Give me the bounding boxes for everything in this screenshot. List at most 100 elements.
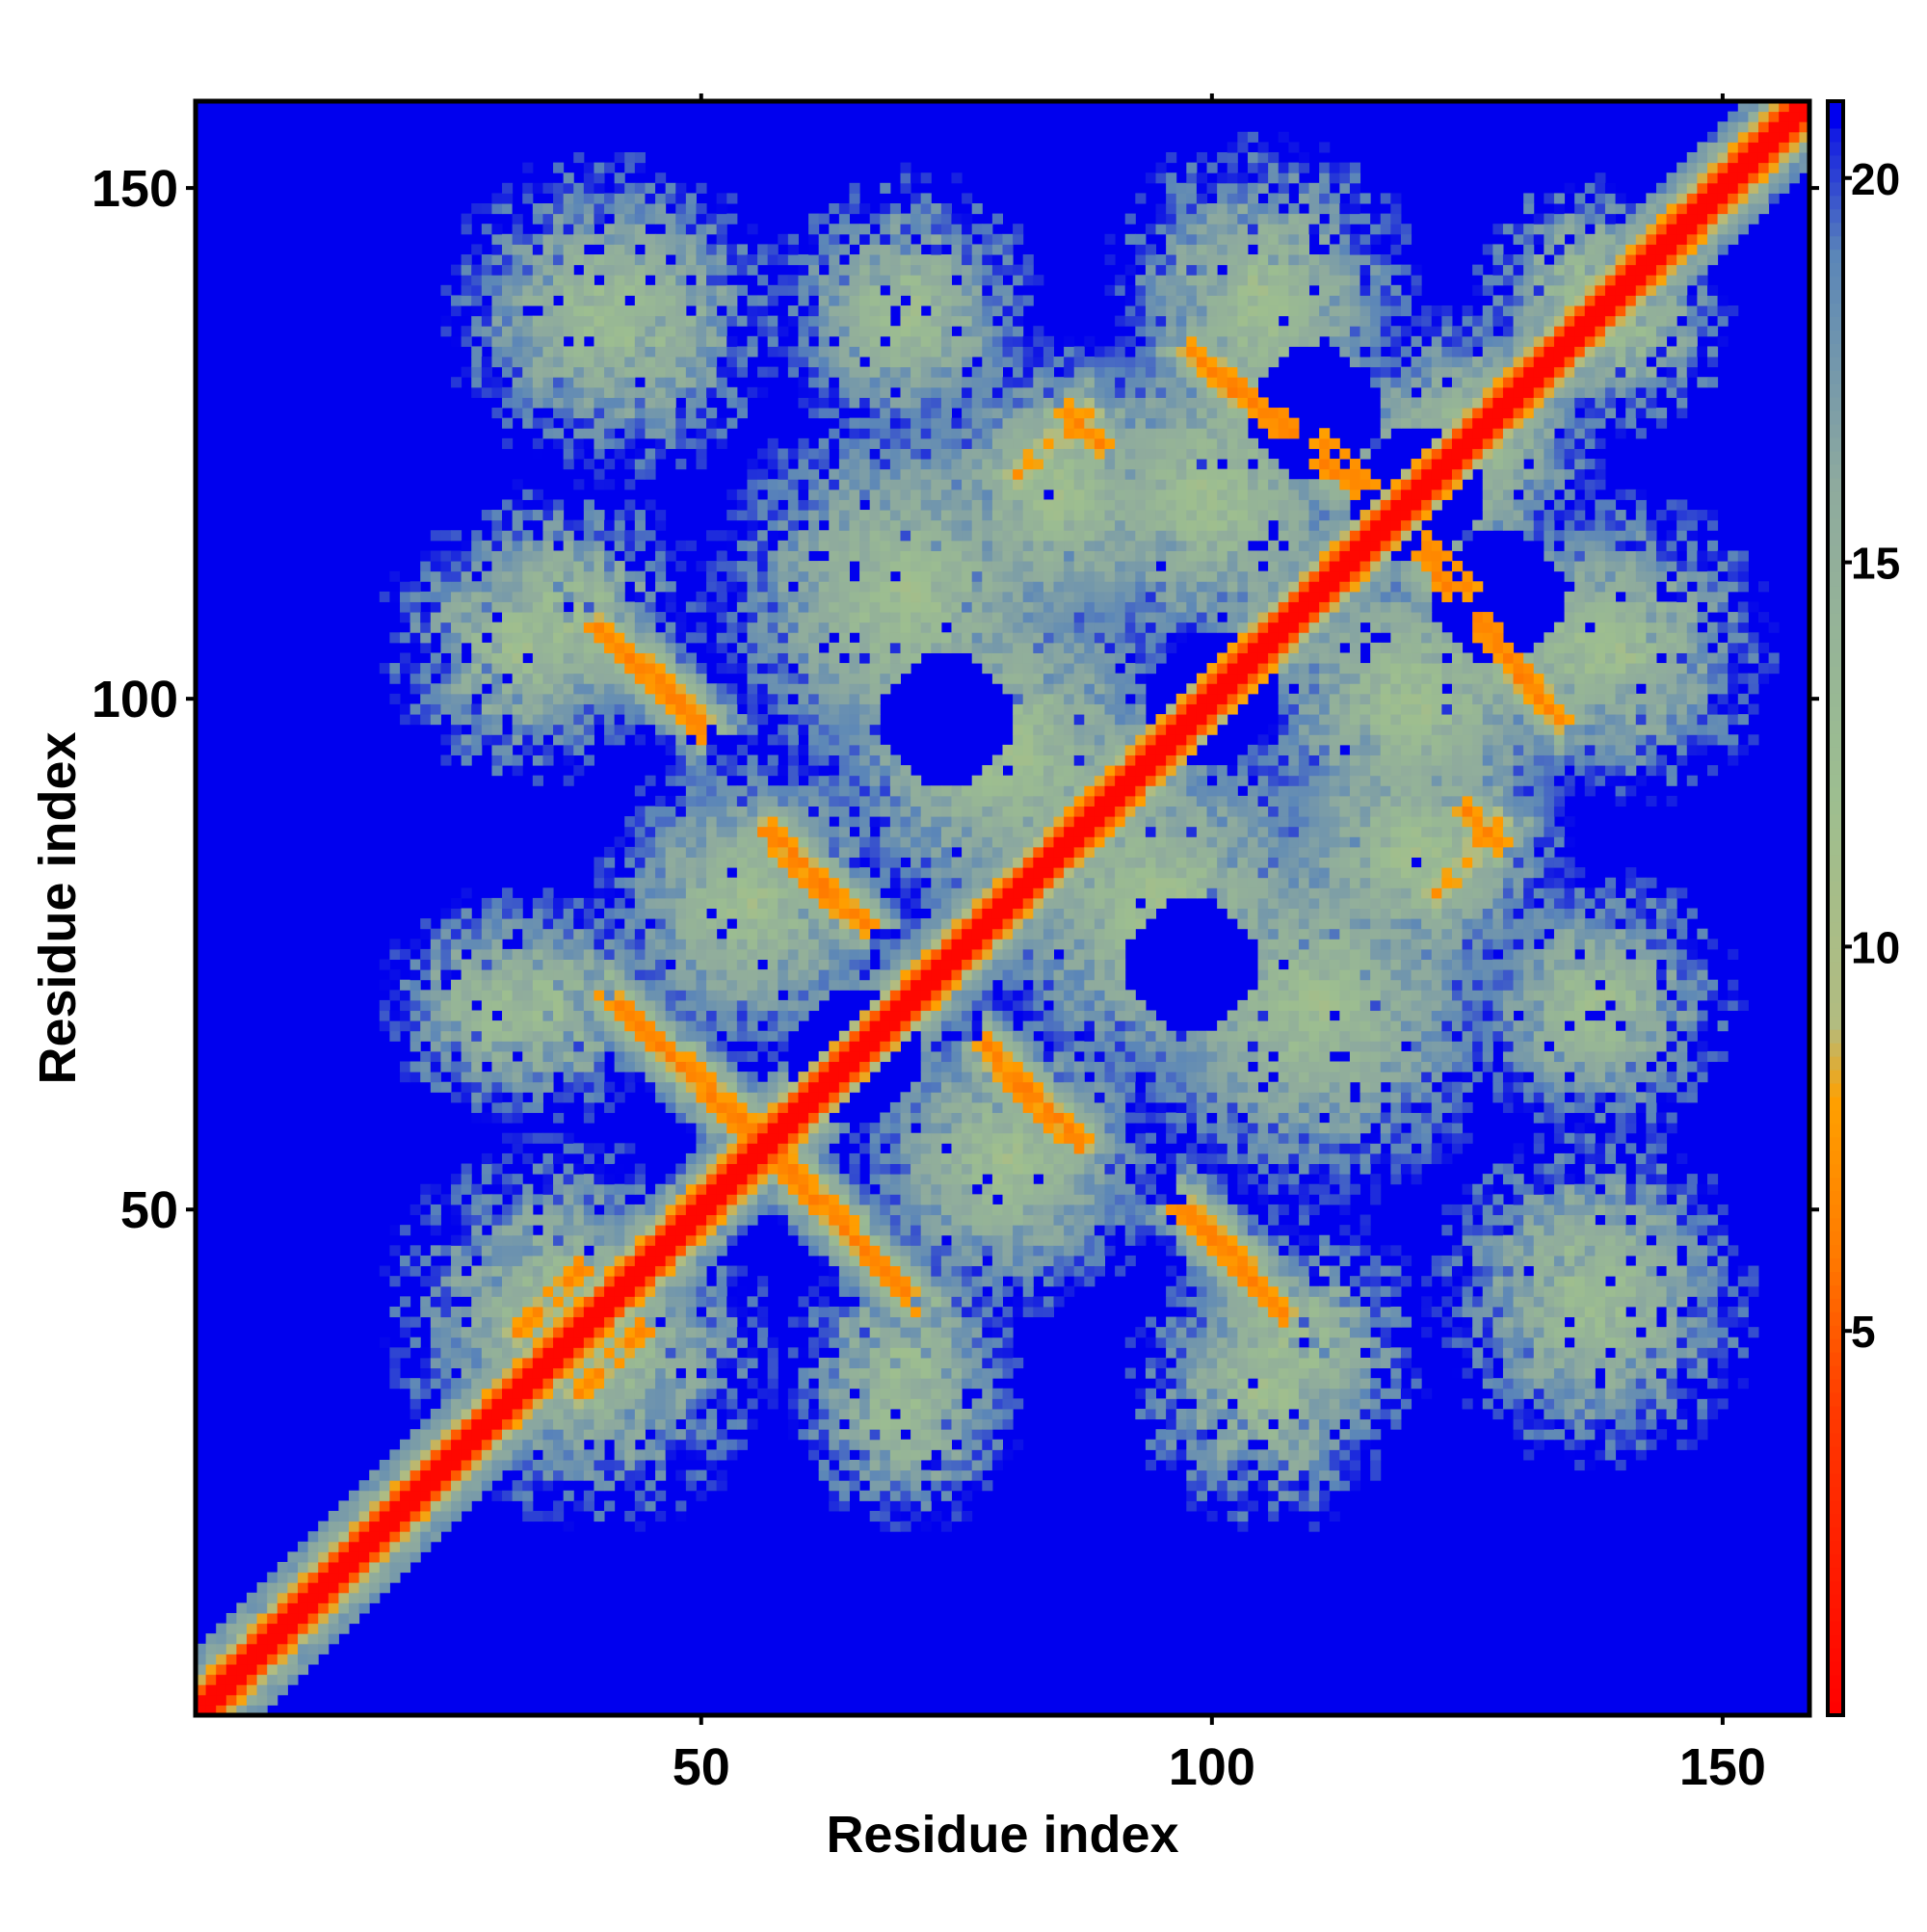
heatmap-cell — [675, 846, 687, 858]
heatmap-cell — [512, 284, 523, 296]
heatmap-cell — [267, 1684, 278, 1696]
heatmap-cell — [451, 979, 462, 991]
heatmap-cell — [696, 213, 707, 225]
heatmap-cell — [696, 561, 707, 572]
heatmap-cell — [573, 969, 585, 981]
heatmap-cell — [634, 622, 646, 633]
heatmap-cell — [604, 1388, 616, 1399]
heatmap-cell — [829, 867, 840, 879]
heatmap-cell — [787, 693, 799, 704]
heatmap-cell — [328, 1561, 339, 1574]
heatmap-cell — [818, 561, 830, 572]
heatmap-cell — [889, 224, 901, 235]
heatmap-cell — [787, 897, 799, 909]
heatmap-cell — [624, 1469, 636, 1481]
heatmap-cell — [757, 1174, 769, 1185]
heatmap-cell — [798, 663, 809, 675]
heatmap-cell — [471, 1112, 483, 1124]
heatmap-cell — [573, 377, 585, 388]
heatmap-cell — [829, 1050, 840, 1063]
heatmap-cell — [594, 1378, 605, 1389]
heatmap-cell — [685, 1163, 697, 1175]
heatmap-cell — [634, 969, 646, 981]
heatmap-cell — [859, 908, 871, 919]
heatmap-cell — [522, 489, 534, 500]
heatmap-cell — [869, 1510, 881, 1522]
heatmap-cell — [409, 663, 421, 675]
heatmap-cell — [542, 1429, 554, 1441]
heatmap-cell — [778, 468, 789, 480]
heatmap-cell — [553, 601, 565, 613]
heatmap-cell — [594, 1469, 605, 1481]
heatmap-cell — [838, 203, 850, 215]
heatmap-cell — [594, 979, 605, 991]
heatmap-cell — [829, 1214, 840, 1226]
heatmap-cell — [849, 795, 860, 807]
heatmap-cell — [685, 836, 697, 848]
heatmap-cell — [583, 305, 594, 317]
heatmap-cell — [532, 264, 543, 276]
heatmap-cell — [726, 1061, 738, 1072]
heatmap-cell — [491, 703, 503, 715]
heatmap-cell — [757, 999, 769, 1012]
heatmap-cell — [757, 622, 769, 633]
heatmap-cell — [767, 1020, 779, 1032]
heatmap-cell — [818, 1439, 830, 1450]
heatmap-cell — [900, 305, 911, 317]
heatmap-cell — [757, 1101, 769, 1114]
heatmap-cell — [767, 550, 779, 562]
heatmap-cell — [798, 652, 809, 664]
heatmap-cell — [634, 1174, 646, 1185]
heatmap-cell — [859, 489, 871, 500]
heatmap-cell — [900, 1337, 911, 1348]
heatmap-cell — [716, 335, 727, 347]
heatmap-cell — [389, 1500, 401, 1512]
heatmap-cell — [532, 724, 543, 735]
heatmap-cell — [358, 1521, 370, 1532]
heatmap-cell — [798, 397, 809, 409]
heatmap-cell — [604, 612, 616, 623]
heatmap-cell — [889, 959, 901, 970]
heatmap-cell — [778, 959, 789, 970]
heatmap-cell — [911, 1429, 922, 1441]
heatmap-cell — [665, 182, 676, 194]
heatmap-cell — [829, 1225, 840, 1236]
heatmap-cell — [685, 1081, 697, 1093]
heatmap-cell — [675, 193, 687, 204]
heatmap-cell — [767, 948, 779, 961]
heatmap-cell — [522, 999, 534, 1012]
heatmap-cell — [256, 1654, 268, 1665]
heatmap-cell — [594, 663, 605, 675]
heatmap-cell — [778, 550, 789, 562]
heatmap-cell — [787, 632, 799, 644]
heatmap-cell — [502, 1327, 514, 1338]
heatmap-cell — [491, 1081, 503, 1093]
heatmap-cell — [787, 601, 799, 613]
heatmap-cell — [553, 386, 565, 398]
heatmap-cell — [889, 1347, 901, 1359]
heatmap-cell — [726, 1347, 738, 1359]
heatmap-cell — [604, 397, 616, 409]
heatmap-cell — [491, 1378, 503, 1389]
heatmap-cell — [481, 1204, 492, 1216]
heatmap-cell — [787, 724, 799, 735]
heatmap-cell — [869, 816, 881, 828]
heatmap-cell — [889, 1429, 901, 1441]
heatmap-cell — [451, 632, 462, 644]
heatmap-cell — [747, 459, 758, 470]
heatmap-cell — [716, 326, 727, 337]
heatmap-cell — [614, 203, 625, 215]
heatmap-cell — [594, 867, 605, 879]
heatmap-cell — [451, 1234, 462, 1246]
heatmap-cell — [829, 1408, 840, 1420]
heatmap-cell — [645, 806, 656, 817]
heatmap-cell — [675, 1429, 687, 1441]
heatmap-cell — [808, 540, 820, 551]
heatmap-cell — [859, 1357, 871, 1369]
heatmap-cell — [614, 1010, 625, 1021]
heatmap-cell — [849, 193, 860, 204]
heatmap-cell — [512, 1285, 523, 1297]
heatmap-cell — [716, 1316, 727, 1328]
heatmap-cell — [542, 510, 554, 521]
heatmap-cell — [880, 1347, 891, 1359]
